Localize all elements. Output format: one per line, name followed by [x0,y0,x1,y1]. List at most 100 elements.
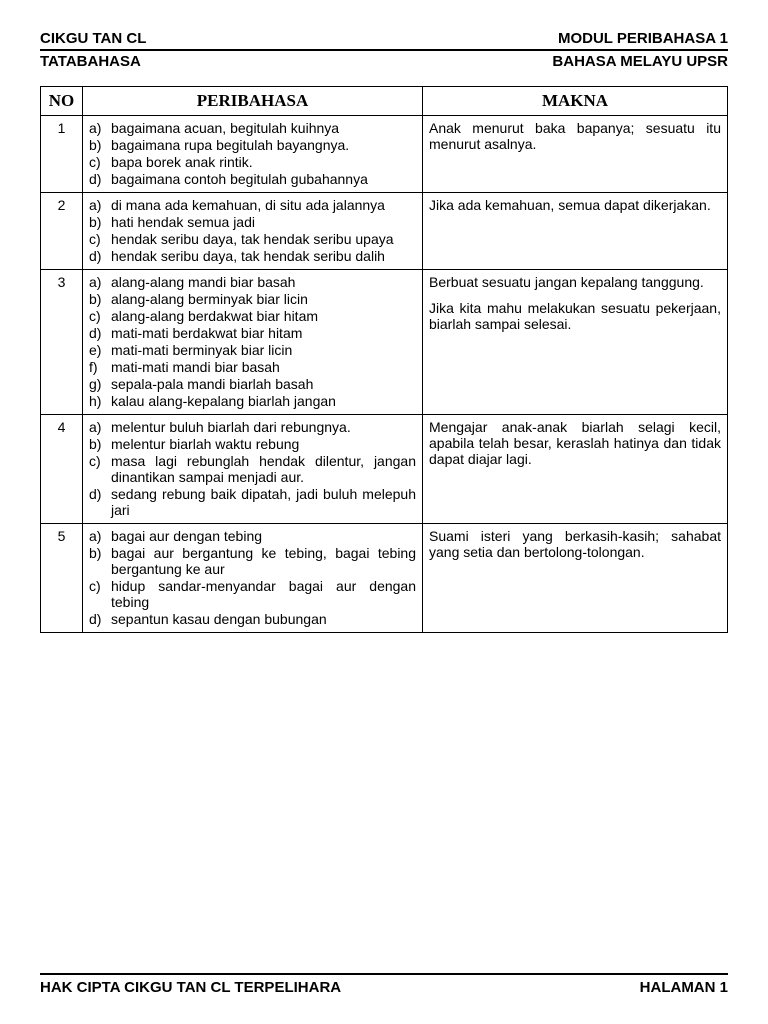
header-sub-left: TATABAHASA [40,53,141,70]
peribahasa-table: NO PERIBAHASA MAKNA 1a)bagaimana acuan, … [40,86,728,633]
cell-makna: Mengajar anak-anak biarlah selagi kecil,… [423,415,728,524]
table-header-row: NO PERIBAHASA MAKNA [41,87,728,116]
cell-makna: Suami isteri yang berkasih-kasih; sahaba… [423,524,728,633]
makna-paragraph: Berbuat sesuatu jangan kepalang tanggung… [429,274,721,290]
col-header-no: NO [41,87,83,116]
item-label: b) [89,545,111,577]
item-text: alang-alang berminyak biar licin [111,291,416,307]
table-row: 3a)alang-alang mandi biar basahb)alang-a… [41,270,728,415]
list-item: b)melentur biarlah waktu rebung [89,436,416,452]
cell-no: 3 [41,270,83,415]
item-label: d) [89,486,111,518]
list-item: d)bagaimana contoh begitulah gubahannya [89,171,416,187]
cell-peribahasa: a)bagai aur dengan tebingb)bagai aur ber… [83,524,423,633]
item-text: hati hendak semua jadi [111,214,416,230]
item-text: bapa borek anak rintik. [111,154,416,170]
item-text: bagai aur dengan tebing [111,528,416,544]
col-header-peribahasa: PERIBAHASA [83,87,423,116]
item-text: mati-mati mandi biar basah [111,359,416,375]
item-text: di mana ada kemahuan, di situ ada jalann… [111,197,416,213]
cell-peribahasa: a)melentur buluh biarlah dari rebungnya.… [83,415,423,524]
item-label: b) [89,436,111,452]
item-label: c) [89,308,111,324]
makna-paragraph: Jika ada kemahuan, semua dapat dikerjaka… [429,197,721,213]
makna-paragraph: Anak menurut baka bapanya; sesuatu itu m… [429,120,721,152]
list-item: a)bagaimana acuan, begitulah kuihnya [89,120,416,136]
list-item: h)kalau alang-kepalang biarlah jangan [89,393,416,409]
item-label: f) [89,359,111,375]
list-item: e)mati-mati berminyak biar licin [89,342,416,358]
header-top: CIKGU TAN CL MODUL PERIBAHASA 1 [40,30,728,47]
item-text: mati-mati berminyak biar licin [111,342,416,358]
item-label: a) [89,197,111,213]
list-item: b)hati hendak semua jadi [89,214,416,230]
item-label: c) [89,154,111,170]
item-text: bagaimana contoh begitulah gubahannya [111,171,416,187]
list-item: c)hendak seribu daya, tak hendak seribu … [89,231,416,247]
item-text: sedang rebung baik dipatah, jadi buluh m… [111,486,416,518]
item-label: d) [89,248,111,264]
item-text: masa lagi rebunglah hendak dilentur, jan… [111,453,416,485]
list-item: g)sepala-pala mandi biarlah basah [89,376,416,392]
item-label: a) [89,528,111,544]
table-body: 1a)bagaimana acuan, begitulah kuihnyab)b… [41,116,728,633]
item-text: hendak seribu daya, tak hendak seribu up… [111,231,416,247]
item-text: alang-alang berdakwat biar hitam [111,308,416,324]
cell-makna: Jika ada kemahuan, semua dapat dikerjaka… [423,193,728,270]
item-text: hendak seribu daya, tak hendak seribu da… [111,248,416,264]
item-label: a) [89,419,111,435]
makna-paragraph: Suami isteri yang berkasih-kasih; sahaba… [429,528,721,560]
cell-no: 4 [41,415,83,524]
makna-paragraph: Mengajar anak-anak biarlah selagi kecil,… [429,419,721,467]
list-item: a)alang-alang mandi biar basah [89,274,416,290]
list-item: a)melentur buluh biarlah dari rebungnya. [89,419,416,435]
list-item: c)bapa borek anak rintik. [89,154,416,170]
header-top-left: CIKGU TAN CL [40,30,146,47]
list-item: b)bagai aur bergantung ke tebing, bagai … [89,545,416,577]
item-text: bagai aur bergantung ke tebing, bagai te… [111,545,416,577]
item-label: g) [89,376,111,392]
makna-paragraph: Jika kita mahu melakukan sesuatu pekerja… [429,300,721,332]
list-item: b)alang-alang berminyak biar licin [89,291,416,307]
cell-makna: Anak menurut baka bapanya; sesuatu itu m… [423,116,728,193]
item-text: kalau alang-kepalang biarlah jangan [111,393,416,409]
cell-peribahasa: a)alang-alang mandi biar basahb)alang-al… [83,270,423,415]
item-label: b) [89,137,111,153]
list-item: c)masa lagi rebunglah hendak dilentur, j… [89,453,416,485]
list-item: a)di mana ada kemahuan, di situ ada jala… [89,197,416,213]
item-label: d) [89,171,111,187]
item-label: e) [89,342,111,358]
list-item: c)hidup sandar-menyandar bagai aur denga… [89,578,416,610]
item-label: a) [89,274,111,290]
item-text: sepantun kasau dengan bubungan [111,611,416,627]
item-text: bagaimana rupa begitulah bayangnya. [111,137,416,153]
header-sub-right: BAHASA MELAYU UPSR [552,53,728,70]
item-text: bagaimana acuan, begitulah kuihnya [111,120,416,136]
item-text: hidup sandar-menyandar bagai aur dengan … [111,578,416,610]
item-text: sepala-pala mandi biarlah basah [111,376,416,392]
footer-left: HAK CIPTA CIKGU TAN CL TERPELIHARA [40,979,341,996]
table-row: 1a)bagaimana acuan, begitulah kuihnyab)b… [41,116,728,193]
list-item: d)mati-mati berdakwat biar hitam [89,325,416,341]
cell-peribahasa: a)di mana ada kemahuan, di situ ada jala… [83,193,423,270]
table-row: 2a)di mana ada kemahuan, di situ ada jal… [41,193,728,270]
list-item: d)sedang rebung baik dipatah, jadi buluh… [89,486,416,518]
list-item: c)alang-alang berdakwat biar hitam [89,308,416,324]
item-label: c) [89,453,111,485]
header-sub: TATABAHASA BAHASA MELAYU UPSR [40,49,728,70]
cell-makna: Berbuat sesuatu jangan kepalang tanggung… [423,270,728,415]
footer-right: HALAMAN 1 [640,979,728,996]
cell-no: 1 [41,116,83,193]
item-label: h) [89,393,111,409]
table-row: 5a)bagai aur dengan tebingb)bagai aur be… [41,524,728,633]
item-text: mati-mati berdakwat biar hitam [111,325,416,341]
table-row: 4a)melentur buluh biarlah dari rebungnya… [41,415,728,524]
list-item: d)sepantun kasau dengan bubungan [89,611,416,627]
list-item: f)mati-mati mandi biar basah [89,359,416,375]
list-item: a)bagai aur dengan tebing [89,528,416,544]
item-label: b) [89,291,111,307]
cell-peribahasa: a)bagaimana acuan, begitulah kuihnyab)ba… [83,116,423,193]
col-header-makna: MAKNA [423,87,728,116]
header-top-right: MODUL PERIBAHASA 1 [558,30,728,47]
item-text: melentur biarlah waktu rebung [111,436,416,452]
